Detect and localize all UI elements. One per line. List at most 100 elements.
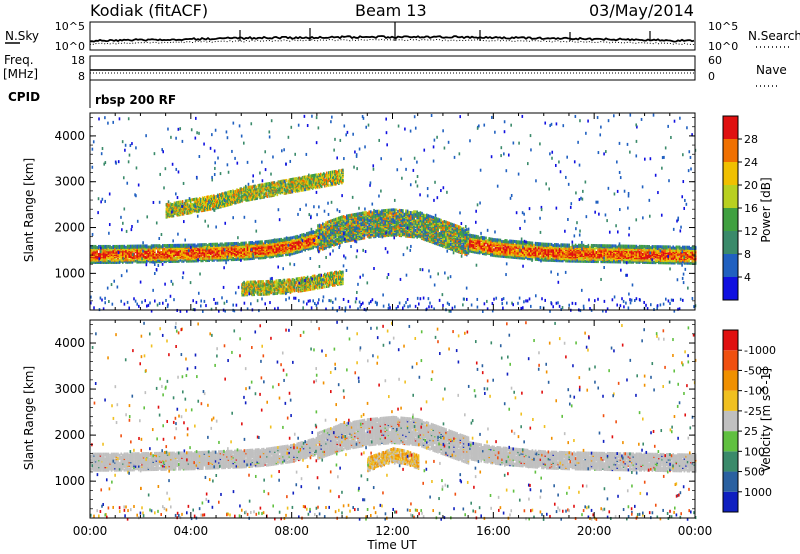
range-cell bbox=[312, 237, 314, 241]
range-cell bbox=[475, 234, 478, 238]
range-cell bbox=[602, 244, 604, 248]
range-cell bbox=[323, 229, 326, 233]
range-cell bbox=[330, 219, 332, 223]
range-cell bbox=[400, 209, 402, 213]
range-cell bbox=[128, 244, 130, 248]
range-cell bbox=[110, 255, 113, 259]
range-cell bbox=[338, 228, 340, 232]
noise-left-tick-bottom: 10^0 bbox=[55, 40, 85, 53]
range-cell bbox=[427, 214, 430, 218]
range-cell bbox=[170, 254, 172, 258]
range-cell bbox=[366, 211, 369, 215]
range-cell bbox=[299, 237, 302, 241]
range-cell bbox=[326, 220, 329, 224]
range-cell bbox=[534, 246, 537, 250]
range-cell bbox=[136, 249, 138, 253]
range-cell bbox=[509, 239, 511, 243]
range-cell bbox=[542, 242, 545, 246]
range-cell bbox=[112, 249, 114, 253]
range-cell bbox=[106, 257, 108, 261]
station-title: Kodiak (fitACF) bbox=[90, 1, 208, 20]
range-cell bbox=[229, 244, 231, 248]
range-cell bbox=[291, 236, 294, 240]
range-cell bbox=[328, 220, 330, 224]
range-cell bbox=[515, 240, 518, 244]
range-cell bbox=[178, 259, 180, 263]
range-cell bbox=[541, 242, 543, 246]
range-cell bbox=[397, 209, 399, 213]
range-cell bbox=[333, 240, 335, 244]
range-cell bbox=[253, 256, 255, 260]
range-cell bbox=[341, 215, 343, 219]
range-cell bbox=[251, 251, 254, 255]
range-cell bbox=[403, 227, 406, 231]
range-cell bbox=[338, 216, 340, 220]
range-cell bbox=[222, 243, 225, 247]
range-cell bbox=[155, 244, 158, 248]
range-cell bbox=[270, 253, 273, 257]
range-cell bbox=[166, 254, 169, 258]
range-cell bbox=[587, 243, 590, 247]
range-cell bbox=[603, 244, 606, 248]
range-cell bbox=[286, 240, 289, 244]
range-cell bbox=[296, 234, 298, 238]
range-cell bbox=[294, 235, 297, 239]
range-cell bbox=[448, 221, 450, 225]
range-cell bbox=[133, 244, 135, 248]
nsky-trace bbox=[89, 35, 695, 43]
date-title: 03/May/2014 bbox=[589, 1, 694, 20]
range-cell bbox=[336, 237, 338, 241]
range-cell bbox=[613, 244, 615, 248]
range-cell bbox=[461, 244, 463, 248]
range-cell bbox=[176, 243, 178, 247]
range-cell bbox=[608, 244, 610, 248]
range-cell bbox=[358, 212, 361, 216]
range-cell bbox=[194, 243, 196, 247]
range-cell bbox=[205, 248, 207, 252]
range-cell bbox=[302, 238, 305, 242]
range-cell bbox=[224, 242, 226, 246]
range-cell bbox=[235, 241, 238, 245]
range-cell bbox=[266, 243, 268, 247]
range-cell bbox=[98, 255, 100, 259]
range-cell bbox=[314, 230, 316, 234]
range-cell bbox=[546, 242, 548, 246]
range-cell bbox=[288, 248, 290, 252]
range-cell bbox=[162, 248, 164, 252]
range-cell bbox=[582, 243, 585, 247]
range-cell bbox=[533, 243, 535, 247]
range-cell bbox=[146, 259, 148, 263]
range-cell bbox=[474, 234, 476, 238]
range-cell bbox=[141, 260, 143, 264]
range-cell bbox=[254, 240, 257, 244]
range-cell bbox=[296, 241, 298, 245]
range-cell bbox=[595, 244, 598, 248]
range-cell bbox=[102, 244, 105, 248]
range-cell bbox=[190, 248, 193, 252]
range-cell bbox=[152, 244, 154, 248]
range-cell bbox=[574, 243, 577, 247]
range-cell bbox=[342, 224, 345, 228]
freq-tick-top: 18 bbox=[71, 54, 85, 67]
range-cell bbox=[208, 242, 210, 246]
range-cell bbox=[312, 234, 314, 238]
range-cell bbox=[120, 251, 122, 255]
range-cell bbox=[107, 244, 110, 248]
range-cell bbox=[186, 243, 188, 247]
range-cell bbox=[518, 240, 521, 244]
range-cell bbox=[626, 244, 628, 248]
range-cell bbox=[310, 236, 313, 240]
range-cell bbox=[205, 256, 207, 260]
range-cell bbox=[349, 220, 351, 224]
range-cell bbox=[163, 260, 166, 264]
range-cell bbox=[262, 242, 265, 246]
range-cell bbox=[286, 252, 289, 256]
range-cell bbox=[213, 258, 215, 262]
range-cell bbox=[219, 250, 222, 254]
range-cell bbox=[566, 243, 569, 247]
noise-panel: N.Sky 10^5 10^0 10^5 10^0 N.Search bbox=[5, 20, 800, 53]
range-cell bbox=[600, 244, 602, 248]
range-cell bbox=[224, 250, 226, 254]
range-cell bbox=[405, 209, 407, 213]
range-cell bbox=[488, 237, 490, 241]
